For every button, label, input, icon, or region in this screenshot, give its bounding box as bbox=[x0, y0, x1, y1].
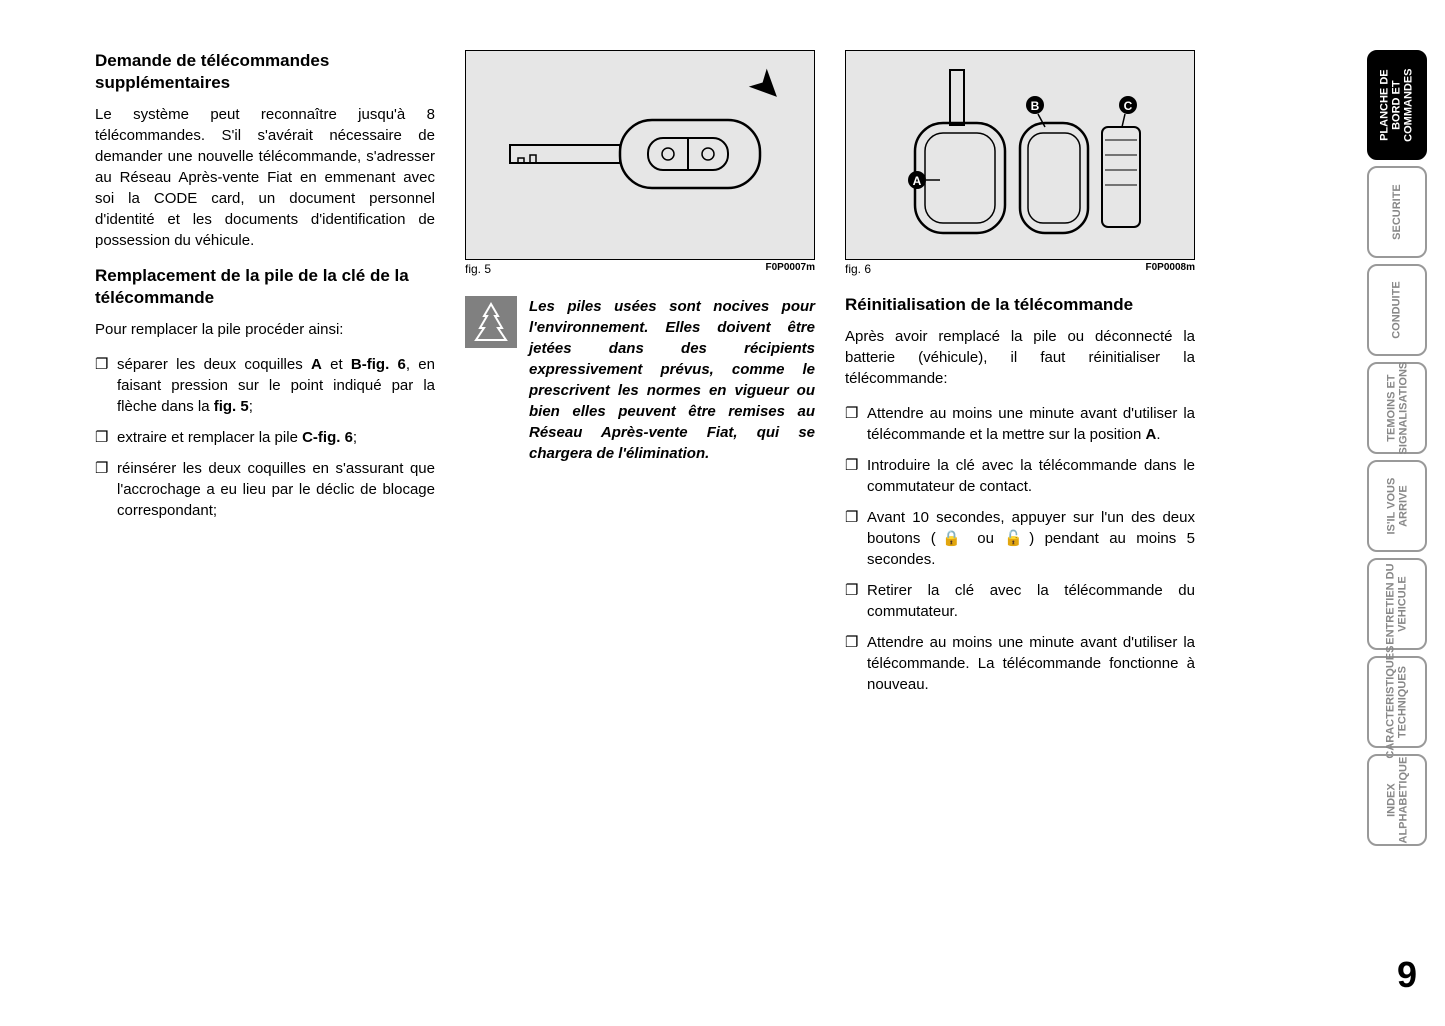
svg-text:B: B bbox=[1031, 99, 1040, 113]
list-item: Introduire la clé avec la télécommande d… bbox=[845, 455, 1195, 497]
fig6-label: fig. 6 bbox=[845, 262, 871, 276]
list-item: séparer les deux coquilles A et B-fig. 6… bbox=[95, 354, 435, 417]
list-item: réinsérer les deux coquilles en s'assura… bbox=[95, 458, 435, 521]
tree-icon bbox=[465, 296, 517, 348]
reinit-steps-list: Attendre au moins une minute avant d'uti… bbox=[845, 403, 1195, 695]
tab-temoins[interactable]: TEMOINS ETSIGNALISATIONS bbox=[1367, 362, 1427, 454]
list-item: Attendre au moins une minute avant d'uti… bbox=[845, 632, 1195, 695]
warning-text: Les piles usées sont nocives pour l'envi… bbox=[529, 296, 815, 464]
para-additional-remotes: Le système peut reconnaître jusqu'à 8 té… bbox=[95, 104, 435, 251]
tab-caracteristiques[interactable]: CARACTERISTIQUESTECHNIQUES bbox=[1367, 656, 1427, 748]
tab-arrive[interactable]: IS'IL VOUSARRIVE bbox=[1367, 460, 1427, 552]
heading-reinit: Réinitialisation de la télécommande bbox=[845, 294, 1195, 316]
fig6-code: F0P0008m bbox=[1146, 262, 1195, 276]
list-item: Attendre au moins une minute avant d'uti… bbox=[845, 403, 1195, 445]
tab-conduite[interactable]: CONDUITE bbox=[1367, 264, 1427, 356]
list-item: Avant 10 secondes, appuyer sur l'un des … bbox=[845, 507, 1195, 570]
list-item: extraire et remplacer la pile C-fig. 6; bbox=[95, 427, 435, 448]
para-reinit: Après avoir remplacé la pile ou déconnec… bbox=[845, 326, 1195, 389]
page-number: 9 bbox=[1397, 954, 1417, 996]
heading-additional-remotes: Demande de télécommandes supplémentaires bbox=[95, 50, 435, 94]
fig5-label: fig. 5 bbox=[465, 262, 491, 276]
battery-steps-list: séparer les deux coquilles A et B-fig. 6… bbox=[95, 354, 435, 521]
figure-5: ➤ bbox=[465, 50, 815, 260]
side-tabs: PLANCHE DEBORD ETCOMMANDES SECURITE COND… bbox=[1367, 50, 1427, 846]
svg-text:C: C bbox=[1124, 99, 1133, 113]
svg-text:A: A bbox=[913, 174, 922, 188]
heading-battery-replace: Remplacement de la pile de la clé de la … bbox=[95, 265, 435, 309]
tab-index[interactable]: INDEXALPHABETIQUE bbox=[1367, 754, 1427, 846]
figure-6: A B C bbox=[845, 50, 1195, 260]
list-item: Retirer la clé avec la télécommande du c… bbox=[845, 580, 1195, 622]
key-open-illustration: A B C bbox=[880, 65, 1160, 245]
tab-securite[interactable]: SECURITE bbox=[1367, 166, 1427, 258]
key-illustration bbox=[500, 100, 780, 210]
warning-box: Les piles usées sont nocives pour l'envi… bbox=[465, 296, 815, 464]
fig5-code: F0P0007m bbox=[766, 262, 815, 276]
tab-entretien[interactable]: ENTRETIEN DUVEHICULE bbox=[1367, 558, 1427, 650]
tab-planche-bord[interactable]: PLANCHE DEBORD ETCOMMANDES bbox=[1367, 50, 1427, 160]
para-battery-intro: Pour remplacer la pile procéder ainsi: bbox=[95, 319, 435, 340]
